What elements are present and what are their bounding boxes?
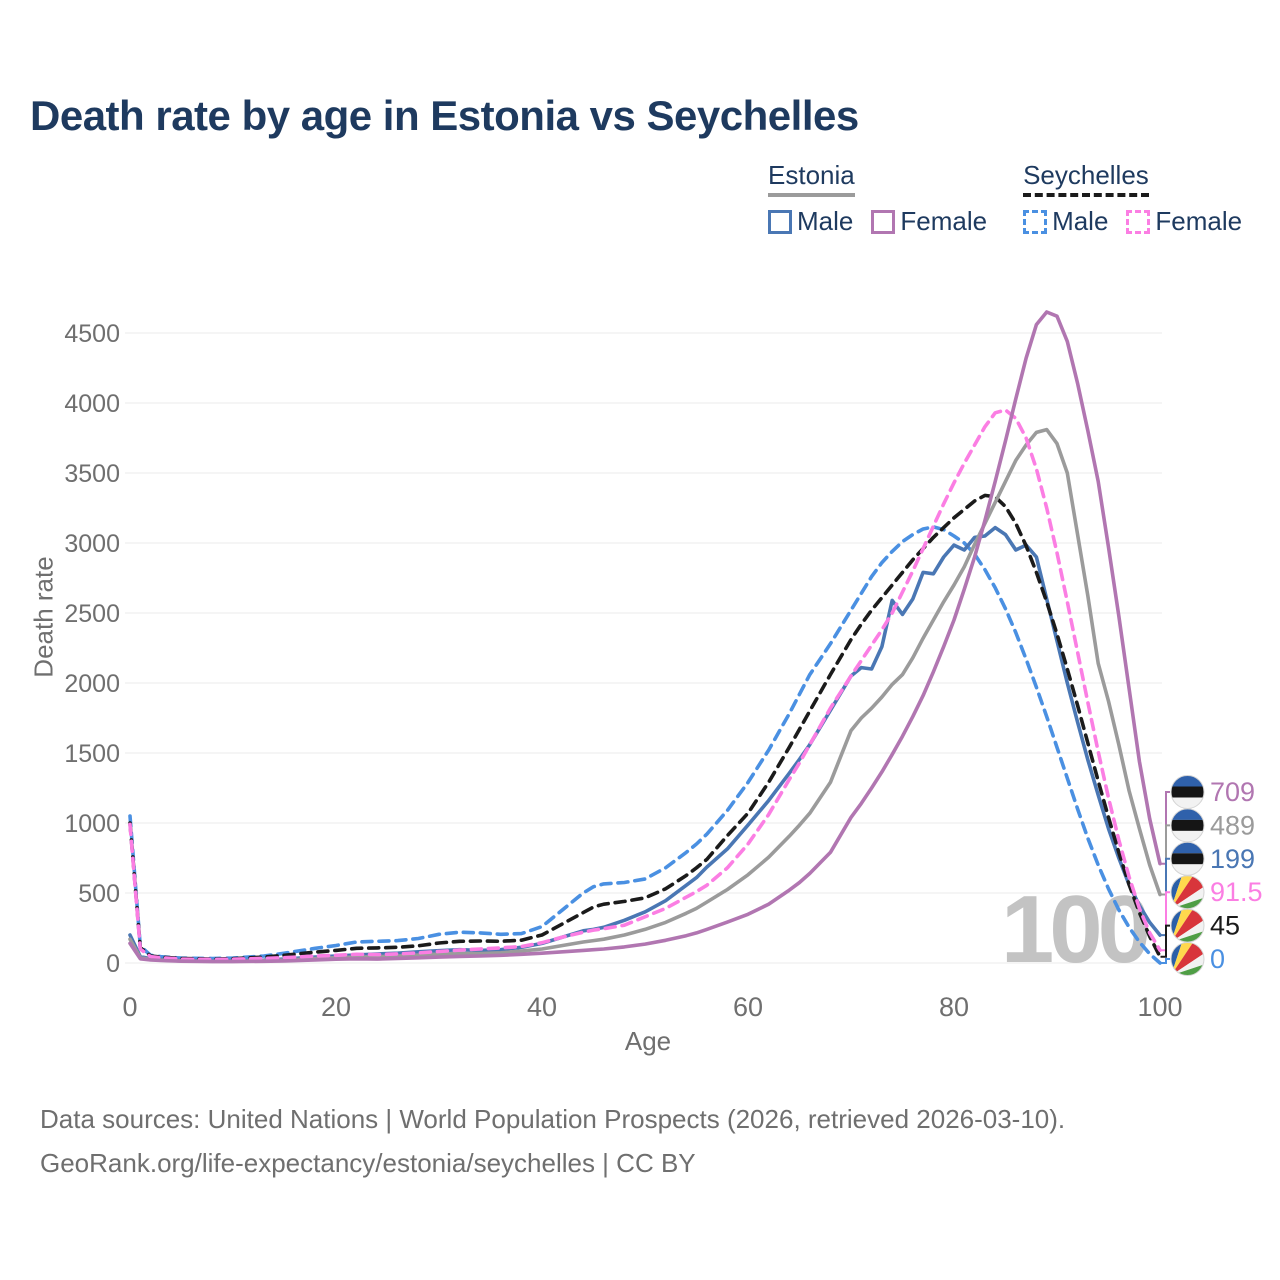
estonia-male-swatch-icon (768, 209, 792, 234)
line-seychelles-female[interactable] (128, 408, 1162, 962)
end-label-connector-seychelles-male (1160, 958, 1170, 964)
end-value-label-estonia-male: 199 (1210, 844, 1255, 874)
legend-estonia-female-label: Female (900, 206, 988, 236)
seychelles-flag-icon (1170, 942, 1205, 976)
estonia-female-swatch-icon (871, 209, 896, 234)
x-tick-label: 60 (733, 992, 763, 1022)
legend-group-estonia: Estonia Male Female (768, 160, 987, 237)
y-tick-label: 2000 (64, 670, 120, 698)
y-tick-label: 1000 (64, 810, 120, 838)
seychelles-female-swatch-icon (1126, 209, 1151, 234)
end-value-label-seychelles-female: 91.5 (1210, 877, 1263, 907)
seychelles-flag-icon (1170, 908, 1205, 943)
seychelles-flag-icon (1170, 875, 1205, 910)
x-tick-label: 20 (321, 992, 351, 1022)
y-tick-label: 4500 (64, 320, 120, 348)
footer: Data sources: United Nations | World Pop… (40, 1104, 1065, 1192)
end-label-connector-seychelles (1160, 924, 1170, 958)
footer-sources: Data sources: United Nations | World Pop… (40, 1104, 1066, 1134)
line-estonia[interactable] (128, 427, 1162, 964)
legend-group-seychelles: Seychelles Male Female (1023, 160, 1242, 237)
legend-seychelles-label[interactable]: Seychelles (1023, 160, 1149, 197)
end-value-label-seychelles-male: 0 (1210, 944, 1225, 974)
legend-seychelles-male-label: Male (1052, 206, 1109, 236)
legend-seychelles-row: Male Female (1023, 206, 1242, 237)
x-tick-label: 40 (527, 992, 557, 1022)
y-tick-label: 0 (106, 950, 120, 978)
y-tick-label: 4000 (64, 390, 120, 418)
x-tick-label: 80 (939, 992, 969, 1022)
chart-title: Death rate by age in Estonia vs Seychell… (30, 92, 859, 139)
end-label-connector-seychelles-female (1160, 891, 1170, 952)
legend-seychelles-female-label: Female (1155, 206, 1243, 236)
footer-link: GeoRank.org/life-expectancy/estonia/seyc… (40, 1148, 696, 1178)
line-seychelles[interactable] (128, 493, 1162, 961)
end-value-label-estonia: 489 (1210, 810, 1255, 840)
legend: Estonia Male Female Seychelles Male (768, 160, 1242, 237)
y-tick-label: 3500 (64, 460, 120, 488)
x-tick-label: 0 (122, 992, 137, 1022)
estonia-flag-icon (1170, 808, 1205, 843)
seychelles-male-swatch-icon (1023, 209, 1048, 234)
line-estonia-female[interactable] (128, 310, 1162, 964)
x-tick-label: 100 (1137, 992, 1182, 1022)
end-value-label-seychelles: 45 (1210, 911, 1240, 941)
end-value-label-estonia-female: 709 (1210, 777, 1255, 807)
x-axis-title: Age (624, 1026, 672, 1056)
y-tick-label: 3000 (64, 530, 120, 558)
legend-item-estonia-male[interactable]: Male (768, 206, 853, 237)
y-tick-label: 500 (78, 880, 120, 908)
legend-item-estonia-female[interactable]: Female (871, 206, 987, 237)
estonia-flag-icon (1170, 841, 1205, 876)
legend-estonia-row: Male Female (768, 206, 987, 237)
line-seychelles-male[interactable] (128, 525, 1162, 965)
y-tick-label: 2500 (64, 600, 120, 628)
y-tick-label: 1500 (64, 740, 120, 768)
legend-item-seychelles-male[interactable]: Male (1023, 206, 1108, 237)
estonia-flag-icon (1170, 775, 1205, 809)
legend-item-seychelles-female[interactable]: Female (1126, 206, 1242, 237)
legend-estonia-male-label: Male (797, 206, 854, 236)
legend-estonia-label[interactable]: Estonia (768, 160, 855, 197)
age-indicator-watermark: 100 (1001, 876, 1148, 983)
